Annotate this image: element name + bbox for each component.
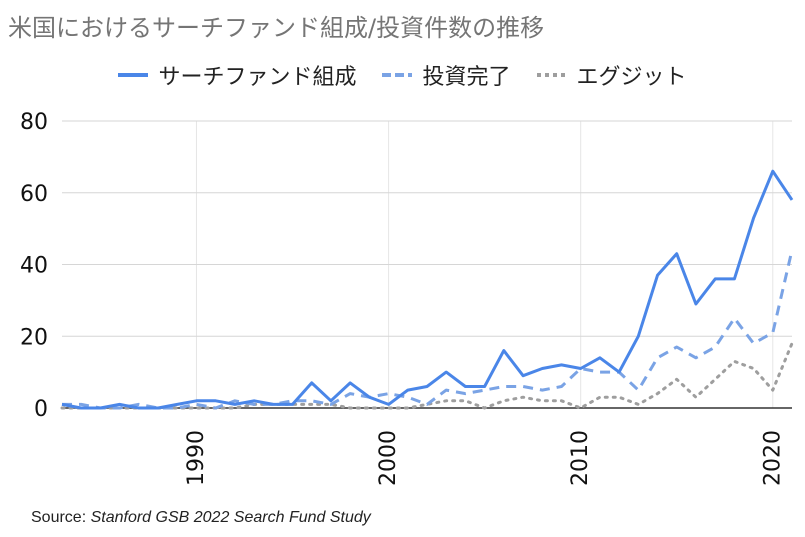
series-line-dotted [60,341,794,410]
source-text: Stanford GSB 2022 Search Fund Study [90,509,371,526]
y-tick-label: 0 [34,397,48,422]
legend-label: 投資完了 [422,65,511,90]
x-tick-label: 2000 [376,430,401,486]
y-tick-label: 60 [20,182,48,207]
legend-label: エグジット [576,65,687,90]
y-tick-label: 40 [20,254,48,279]
x-tick-label: 2020 [760,430,785,486]
legend-swatch-dashed [382,73,413,77]
chart-title: 米国におけるサーチファンド組成/投資件数の推移 [8,14,545,42]
y-tick-label: 80 [20,110,48,135]
source-note: Source: Stanford GSB 2022 Search Fund St… [31,509,371,527]
series-line-solid [61,169,794,410]
x-tick-label: 2010 [568,430,593,486]
legend-item-formation: サーチファンド組成 [118,59,356,91]
source-label: Source: [31,509,87,526]
legend-swatch-dotted [536,73,567,77]
series-line-dashed [62,249,794,410]
x-tick-label: 1990 [184,430,209,486]
legend-item-exit: エグジット [536,59,687,91]
legend: サーチファンド組成 投資完了 エグジット [0,60,805,90]
legend-swatch-solid [118,73,149,77]
legend-item-investment: 投資完了 [382,59,511,91]
y-tick-label: 20 [20,325,48,350]
legend-label: サーチファンド組成 [158,65,357,90]
